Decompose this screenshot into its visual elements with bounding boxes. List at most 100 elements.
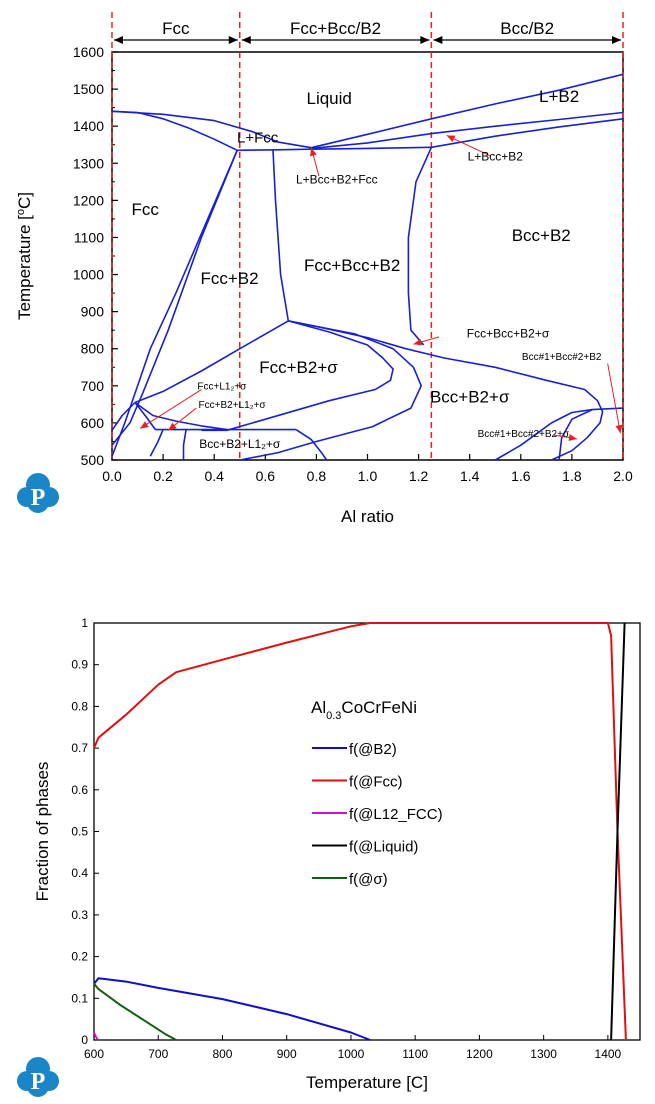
region-arrowhead	[420, 36, 430, 44]
series-line-2	[93, 1032, 99, 1041]
y-tick-label: 0.9	[71, 658, 88, 672]
y-tick-label: 900	[81, 304, 105, 320]
phase-boundary	[431, 118, 624, 149]
y-tick-label: 1100	[74, 229, 104, 245]
y-axis-label-sup: o	[15, 209, 27, 215]
phase-region-label: Fcc+B2	[200, 269, 258, 288]
region-label: Fcc+Bcc/B2	[290, 19, 381, 38]
legend-entry: f(@σ)	[349, 871, 388, 888]
x-tick-label: 1200	[466, 1047, 493, 1061]
y-tick-label: 1000	[73, 267, 104, 283]
phase-region-label: Fcc+L1₂+σ	[197, 382, 247, 393]
y-tick-label: 0	[81, 1033, 88, 1047]
y-tick-label: 1400	[73, 118, 104, 134]
series-line-0	[93, 977, 371, 1041]
pointer-arrowhead	[168, 422, 177, 431]
y-tick-label: 0.1	[71, 991, 88, 1005]
x-tick-label: 1.8	[562, 468, 582, 484]
series-line-1	[93, 622, 627, 1041]
phase-region-label: Bcc+B2+σ	[430, 388, 510, 407]
region-label: Fcc	[162, 19, 190, 38]
svg-text:P: P	[31, 485, 46, 511]
phase-region-label: L+B2	[539, 87, 579, 106]
x-axis-label: Temperature [C]	[306, 1073, 428, 1092]
legend-entry: f(@B2)	[349, 741, 397, 758]
phase-boundary	[111, 401, 136, 431]
region-arrowhead	[114, 36, 123, 44]
phase-boundary	[407, 146, 433, 346]
y-tick-label: 1200	[73, 192, 104, 208]
y-tick-label: 0.5	[71, 825, 88, 839]
phase-region-label: L+Bcc+B2	[468, 149, 524, 163]
y-tick-label: 700	[81, 378, 105, 394]
phase-boundary	[237, 146, 432, 152]
svg-text:P: P	[31, 1069, 46, 1095]
y-tick-label: 500	[81, 452, 105, 468]
x-tick-label: 900	[277, 1047, 297, 1061]
y-tick-label: 800	[81, 341, 105, 357]
y-tick-label: 600	[81, 415, 105, 431]
phase-region-label: Bcc#1+Bcc#2+B2	[522, 352, 602, 363]
x-tick-label: 0.2	[153, 468, 173, 484]
phase-boundary	[272, 150, 290, 322]
phase-region-label: L+Fcc	[237, 130, 279, 147]
phase-boundary	[111, 110, 312, 149]
legend-entry: f(@L12_FCC)	[349, 806, 443, 823]
region-arrowhead	[433, 36, 443, 44]
y-tick-label: 0.4	[71, 866, 88, 880]
phase-boundary	[288, 320, 604, 461]
y-tick-label: 0.8	[71, 699, 88, 713]
region-arrowhead	[228, 36, 238, 44]
phase-diagram-chart: 0.0 0.2 0.4 0.6 0.8 1.0 1.2 1.4 1.6 1.8 2.0 500 600 7…	[15, 12, 633, 526]
phase-region-label: L+Bcc+B2+Fcc	[296, 173, 378, 187]
region-arrowhead	[241, 36, 251, 44]
phase-boundary	[134, 320, 289, 404]
logo-p-icon: P	[17, 473, 59, 513]
phase-boundary	[111, 149, 238, 457]
phase-boundary	[201, 320, 394, 432]
y-tick-label: 0.7	[71, 741, 88, 755]
phase-boundary	[311, 73, 624, 149]
phase-region-label: Fcc+Bcc+B2+σ	[467, 327, 550, 341]
y-tick-label: 1600	[73, 44, 104, 60]
phase-boundary	[311, 111, 624, 150]
logo-p-icon: P	[17, 1057, 59, 1097]
y-axis-label-part: Temperature [	[15, 215, 34, 320]
series-line-4	[93, 983, 177, 1041]
phase-boundary	[295, 428, 328, 461]
phase-region-label: Fcc	[132, 200, 160, 219]
x-tick-label: 600	[84, 1047, 104, 1061]
pointer-arrowhead	[615, 424, 623, 434]
phase-region-label: Liquid	[306, 89, 351, 108]
x-tick-label: 1000	[338, 1047, 365, 1061]
x-tick-label: 0.0	[102, 468, 122, 484]
phase-boundary	[239, 320, 422, 461]
x-tick-label: 1100	[402, 1047, 428, 1061]
y-axis-label: Fraction of phases	[33, 762, 52, 902]
phase-boundary	[111, 149, 238, 446]
region-arrowhead	[612, 36, 621, 44]
y-axis-label-part: C]	[15, 192, 34, 209]
y-tick-label: 0.6	[71, 783, 88, 797]
phase-boundary	[134, 401, 228, 431]
x-tick-label: 1.4	[460, 468, 480, 484]
x-tick-label: 700	[148, 1047, 168, 1061]
chart-title-part: Al	[311, 698, 326, 717]
pointer-arrowhead	[568, 434, 578, 442]
legend-entry: f(@Fcc)	[349, 774, 403, 791]
y-tick-label: 1300	[73, 155, 104, 171]
legend-entry: f(@Liquid)	[349, 839, 418, 856]
phase-region-label: Fcc+B2+σ	[259, 358, 338, 377]
phase-region-label: Fcc+B2+L1₂+σ	[199, 400, 267, 411]
pointer-line	[139, 389, 202, 429]
phase-boundary	[111, 110, 238, 152]
phase-region-label: Fcc+Bcc+B2	[304, 256, 400, 275]
phase-boundary	[182, 429, 187, 460]
y-tick-label: 0.2	[71, 950, 88, 964]
x-tick-label: 0.8	[307, 468, 327, 484]
x-tick-label: 1.6	[511, 468, 531, 484]
plot-frame	[93, 622, 641, 1041]
pointer-arrowhead	[413, 338, 423, 346]
x-tick-label: 800	[212, 1047, 232, 1061]
